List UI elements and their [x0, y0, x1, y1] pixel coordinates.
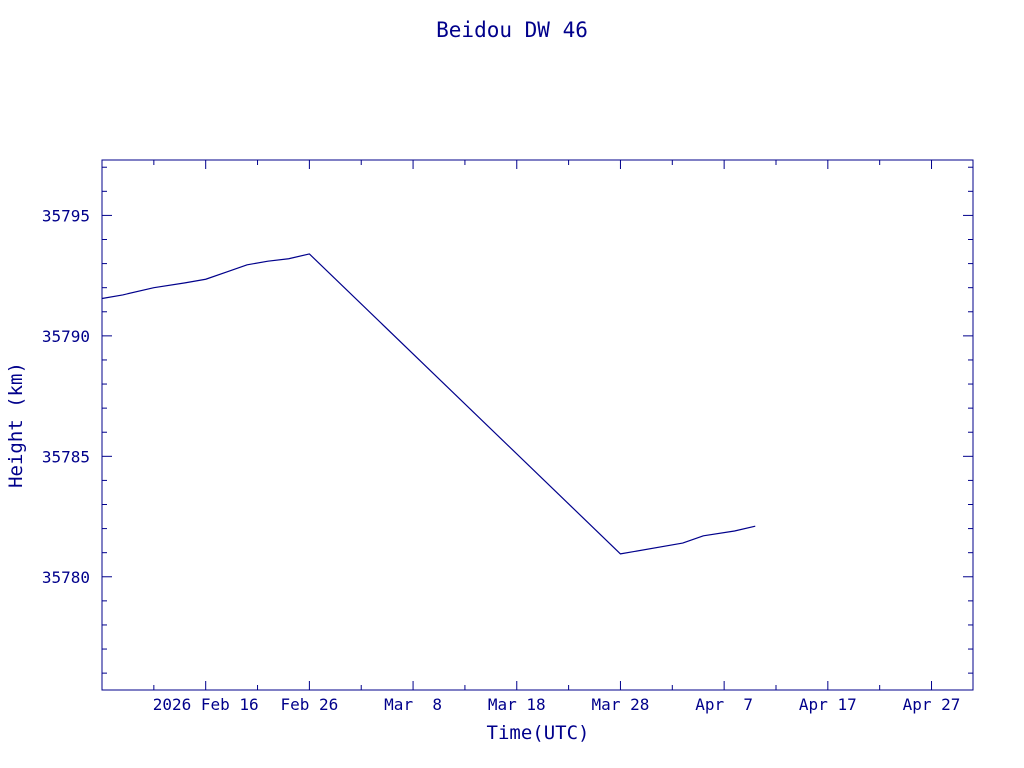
y-tick-label: 35795: [42, 206, 90, 225]
plot-frame: [101, 159, 974, 691]
y-tick-label: 35785: [42, 447, 90, 466]
x-tick-label: Apr 17: [799, 695, 857, 714]
height-series-line: [101, 253, 756, 555]
x-tick-label: Feb 26: [280, 695, 338, 714]
x-axis-label: Time(UTC): [487, 722, 590, 744]
chart-title: Beidou DW 46: [436, 18, 588, 42]
axis-tick-labels: 2026 Feb 16 Feb 26 Mar 8 Mar 18 Mar 28 Apr 7 A…: [42, 206, 961, 714]
x-tick-label: Mar 28: [592, 695, 650, 714]
y-tick-label: 35780: [42, 568, 90, 587]
x-tick-label: Mar 18: [488, 695, 546, 714]
x-tick-label: Mar 8: [384, 695, 442, 714]
y-tick-label: 35790: [42, 327, 90, 346]
y-axis-label: Height (km): [5, 362, 27, 488]
x-tick-label: Apr 27: [903, 695, 961, 714]
x-tick-label: Apr 7: [695, 695, 753, 714]
axis-ticks: [102, 160, 973, 690]
x-tick-label: 2026 Feb 16: [153, 695, 259, 714]
